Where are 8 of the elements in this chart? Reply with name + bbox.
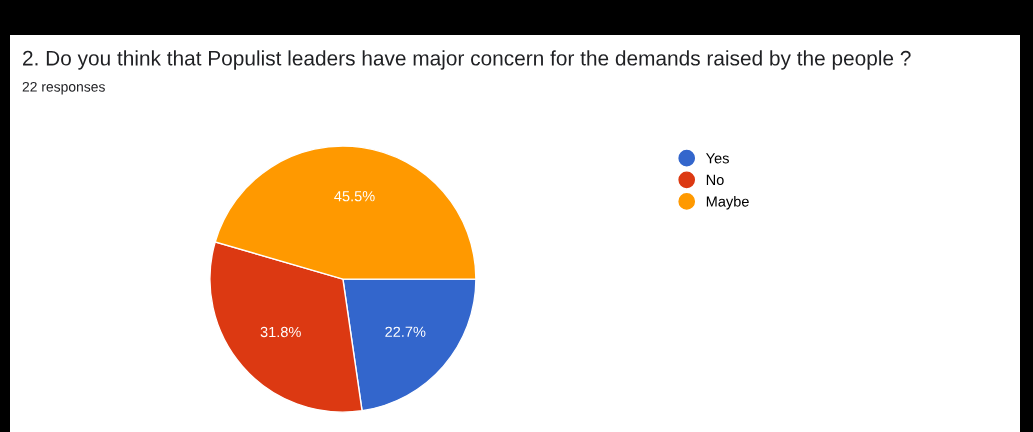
legend-label: No [706, 174, 724, 186]
legend-label: Yes [705, 153, 729, 164]
data-label: 22.7% [385, 326, 426, 337]
chart-title: 2. Do you think that Populist leaders have major concern for the demands raised by the people ? [23, 50, 911, 70]
legend-label: Maybe [706, 195, 749, 210]
text: 22 responses [22, 81, 105, 95]
data-label: 45.5% [334, 191, 375, 202]
data-label: 31.8% [260, 326, 301, 338]
